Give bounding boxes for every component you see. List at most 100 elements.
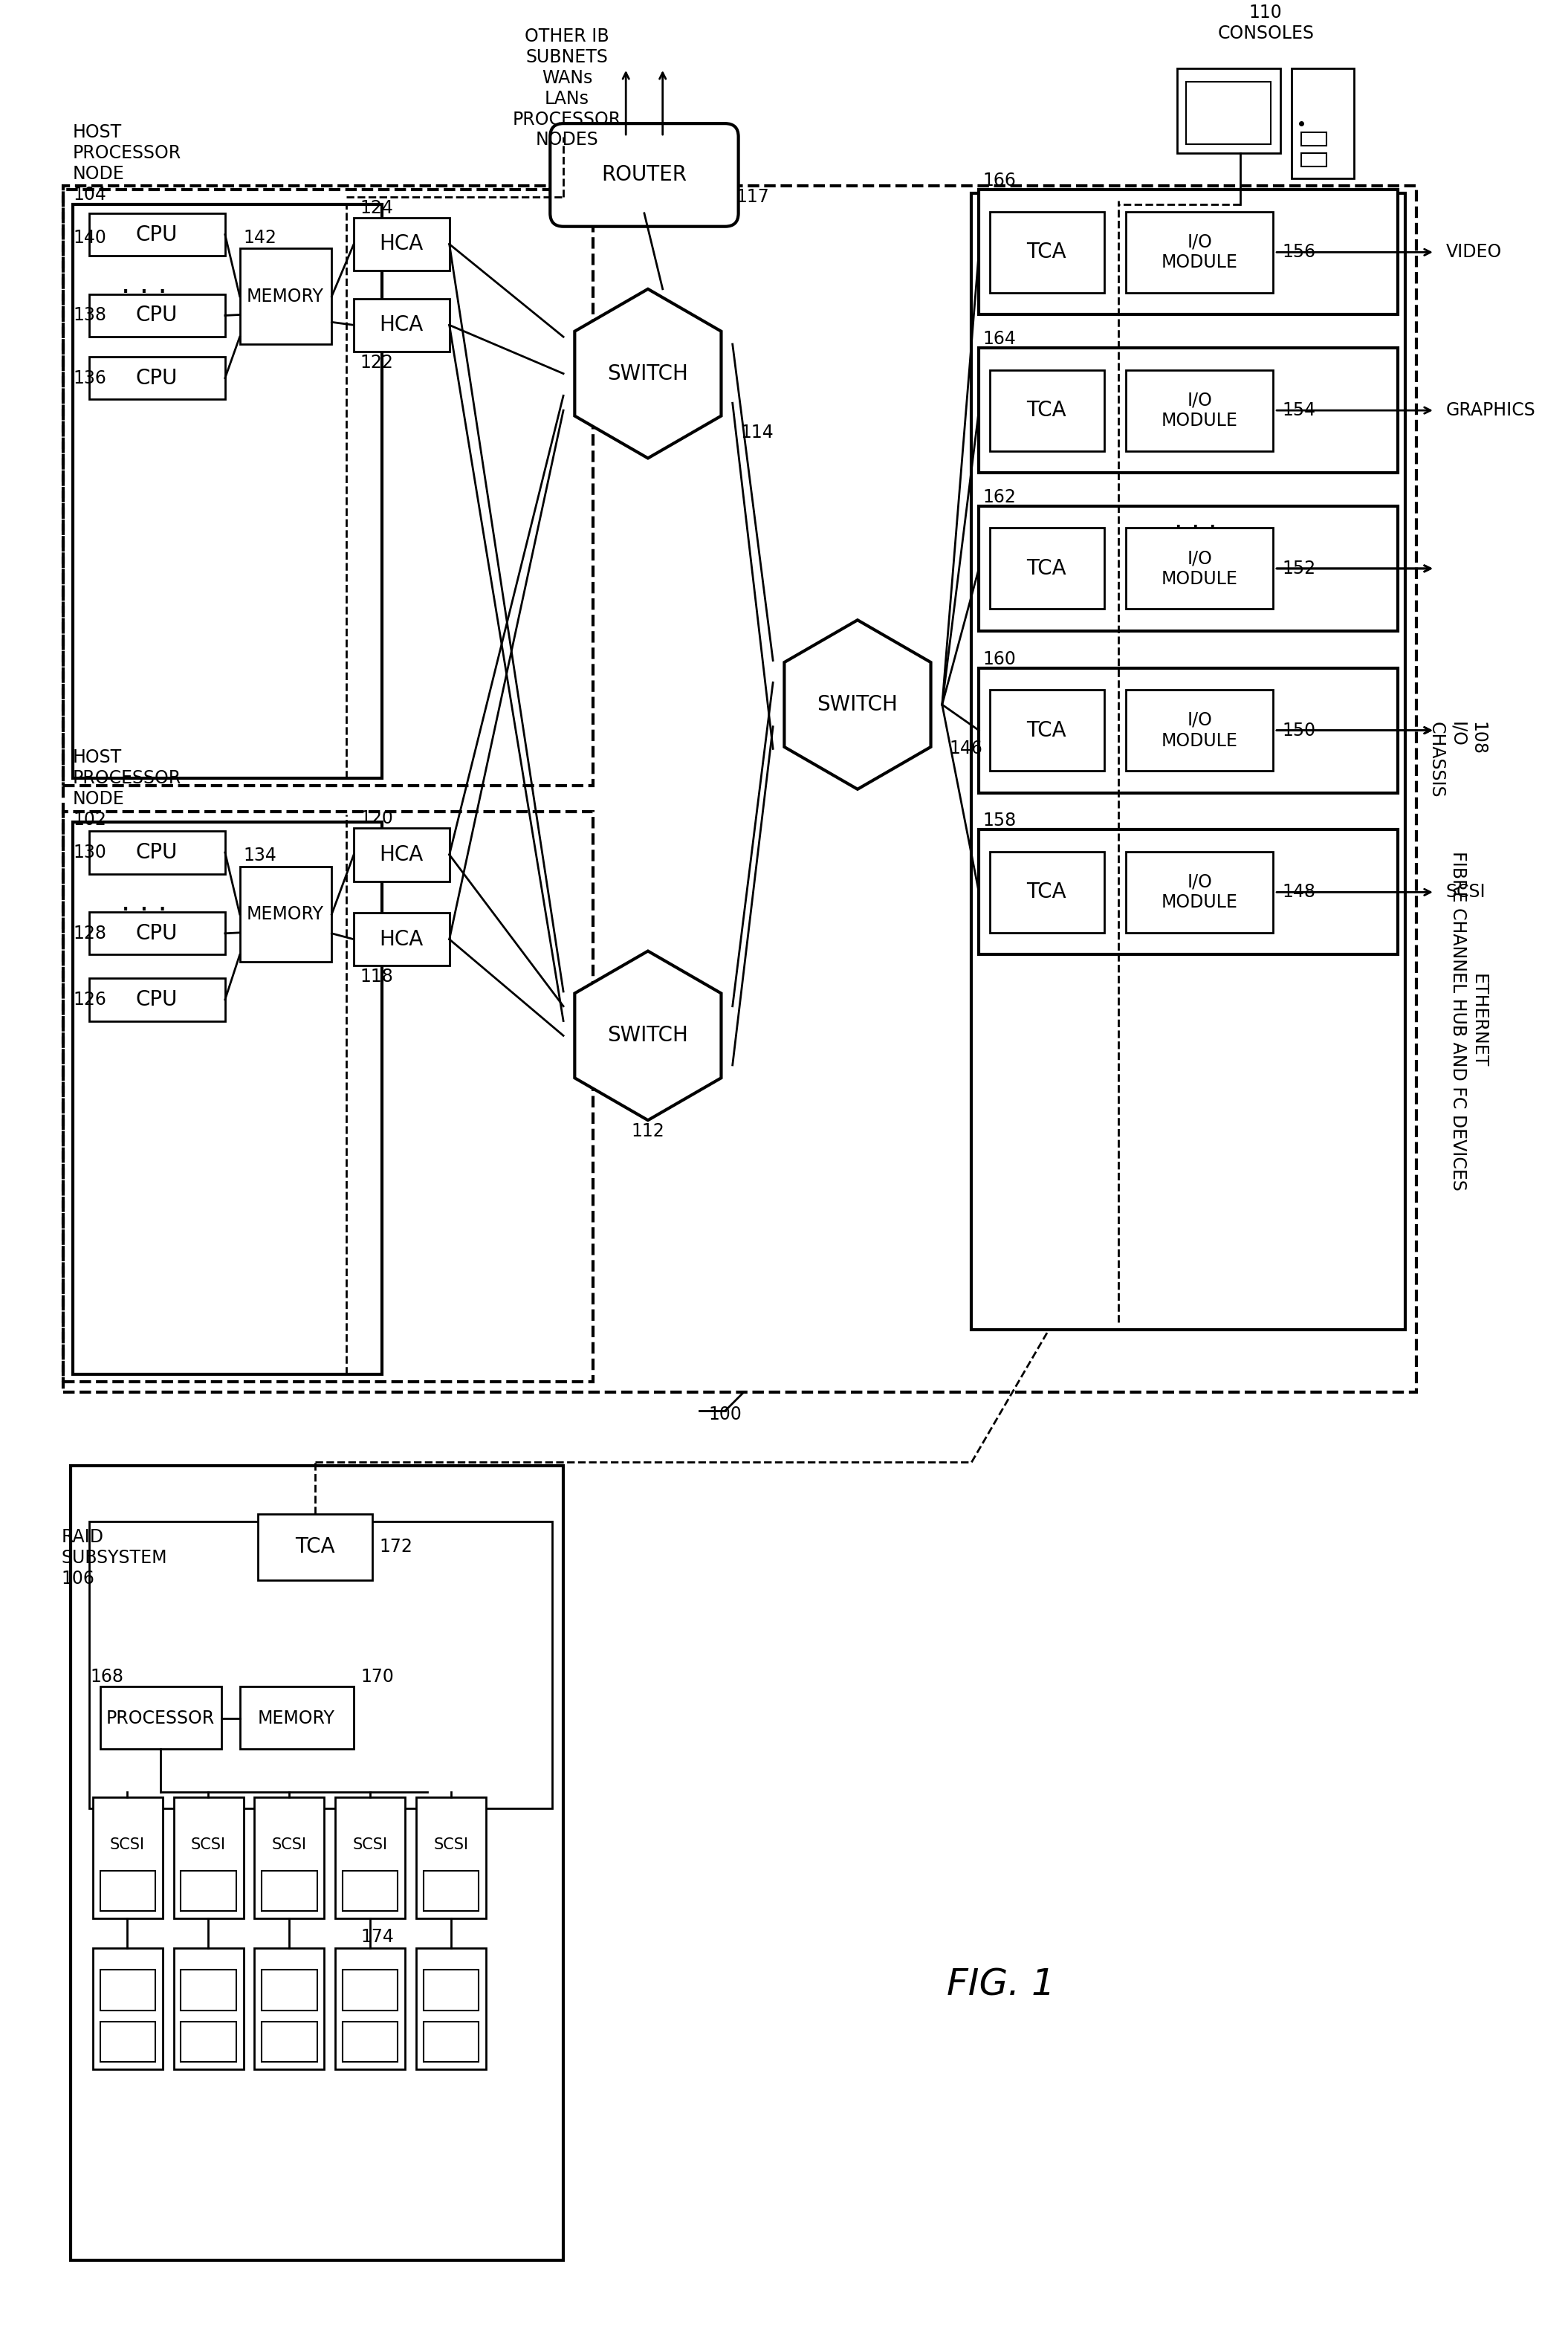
Bar — [89, 830, 226, 875]
Text: · · ·: · · · — [121, 896, 168, 924]
Text: CPU: CPU — [136, 924, 177, 943]
Text: I/O
MODULE: I/O MODULE — [1162, 392, 1237, 429]
Bar — [72, 204, 381, 779]
Text: 168: 168 — [91, 1667, 124, 1686]
Bar — [72, 823, 381, 1374]
Text: TCA: TCA — [295, 1536, 334, 1557]
Text: OTHER IB
SUBNETS
WANs
LANs
PROCESSOR
NODES: OTHER IB SUBNETS WANs LANs PROCESSOR NOD… — [513, 28, 621, 150]
Bar — [989, 851, 1104, 933]
Text: 158: 158 — [983, 811, 1016, 830]
Bar — [174, 1949, 243, 2068]
Text: 170: 170 — [361, 1667, 395, 1686]
Bar — [343, 2021, 398, 2061]
Text: FIG. 1: FIG. 1 — [947, 1967, 1055, 2003]
Text: 117: 117 — [737, 188, 770, 206]
Text: MEMORY: MEMORY — [246, 288, 325, 305]
Text: CPU: CPU — [136, 990, 177, 1011]
Text: 152: 152 — [1283, 560, 1316, 577]
Text: 166: 166 — [983, 171, 1016, 190]
Bar — [240, 1686, 354, 1749]
Text: 148: 148 — [1283, 884, 1316, 900]
Bar — [978, 830, 1399, 954]
Bar — [89, 213, 226, 256]
Bar — [254, 1949, 325, 2068]
Bar — [240, 865, 332, 961]
Bar — [89, 912, 226, 954]
Text: SCSI: SCSI — [433, 1838, 469, 1853]
Text: MEMORY: MEMORY — [246, 905, 325, 924]
Bar — [240, 249, 332, 345]
Text: HCA: HCA — [379, 844, 423, 865]
Text: 150: 150 — [1283, 722, 1316, 739]
Bar — [978, 507, 1399, 631]
Bar — [63, 190, 593, 786]
Bar — [93, 1796, 163, 1918]
Text: 108
I/O
CHASSIS: 108 I/O CHASSIS — [1427, 722, 1486, 797]
Text: 172: 172 — [379, 1538, 412, 1555]
Polygon shape — [784, 619, 931, 790]
Text: 130: 130 — [72, 844, 107, 861]
Text: 100: 100 — [709, 1405, 742, 1423]
Text: 134: 134 — [243, 847, 278, 865]
Text: 114: 114 — [740, 424, 775, 441]
Bar — [423, 1871, 478, 1911]
Bar — [89, 1522, 552, 1808]
Text: · · ·: · · · — [1174, 516, 1217, 542]
Text: 136: 136 — [72, 368, 107, 387]
Bar — [100, 1871, 155, 1911]
Bar — [254, 1796, 325, 1918]
Bar — [63, 185, 1416, 1393]
Bar — [1301, 152, 1327, 166]
Bar — [423, 1970, 478, 2010]
Text: 122: 122 — [359, 354, 394, 371]
Text: 142: 142 — [243, 227, 278, 246]
Bar — [100, 1970, 155, 2010]
Bar — [180, 2021, 237, 2061]
Text: HOST
PROCESSOR
NODE
102: HOST PROCESSOR NODE 102 — [72, 748, 182, 828]
Bar — [262, 2021, 317, 2061]
Text: · · ·: · · · — [121, 279, 168, 307]
Bar — [100, 2021, 155, 2061]
Bar — [180, 1871, 237, 1911]
Bar — [423, 2021, 478, 2061]
Text: I/O
MODULE: I/O MODULE — [1162, 232, 1237, 272]
Bar — [343, 1970, 398, 2010]
Text: CPU: CPU — [136, 842, 177, 863]
Bar — [354, 218, 450, 270]
Text: CPU: CPU — [136, 305, 177, 326]
Text: 112: 112 — [632, 1123, 665, 1140]
Bar — [416, 1796, 486, 1918]
Bar — [1126, 689, 1273, 772]
Text: ROUTER: ROUTER — [602, 164, 687, 185]
Text: TCA: TCA — [1027, 558, 1066, 579]
Bar — [989, 211, 1104, 293]
Bar — [1178, 68, 1281, 152]
Text: TCA: TCA — [1027, 242, 1066, 263]
Bar — [89, 978, 226, 1020]
Bar — [978, 668, 1399, 793]
Text: ETHERNET
FIBRE CHANNEL HUB AND FC DEVICES: ETHERNET FIBRE CHANNEL HUB AND FC DEVICE… — [1449, 851, 1486, 1191]
Bar — [259, 1515, 372, 1581]
Text: 138: 138 — [72, 307, 107, 324]
Text: CPU: CPU — [136, 368, 177, 389]
Bar — [972, 192, 1405, 1330]
Bar — [180, 1970, 237, 2010]
Text: SWITCH: SWITCH — [607, 1025, 688, 1046]
Bar — [978, 347, 1399, 474]
Polygon shape — [575, 952, 721, 1121]
Text: TCA: TCA — [1027, 401, 1066, 420]
Text: SCSI: SCSI — [1446, 884, 1486, 900]
Bar — [100, 1686, 221, 1749]
Text: HOST
PROCESSOR
NODE
104: HOST PROCESSOR NODE 104 — [72, 124, 182, 204]
Bar — [989, 528, 1104, 610]
Bar — [71, 1466, 563, 2261]
Text: SCSI: SCSI — [110, 1838, 144, 1853]
Text: TCA: TCA — [1027, 882, 1066, 903]
Text: I/O
MODULE: I/O MODULE — [1162, 711, 1237, 750]
FancyBboxPatch shape — [550, 124, 739, 227]
Bar — [1126, 851, 1273, 933]
Text: 110
CONSOLES: 110 CONSOLES — [1217, 5, 1314, 42]
Text: SCSI: SCSI — [191, 1838, 226, 1853]
Bar — [1187, 82, 1272, 143]
Bar — [1126, 371, 1273, 450]
